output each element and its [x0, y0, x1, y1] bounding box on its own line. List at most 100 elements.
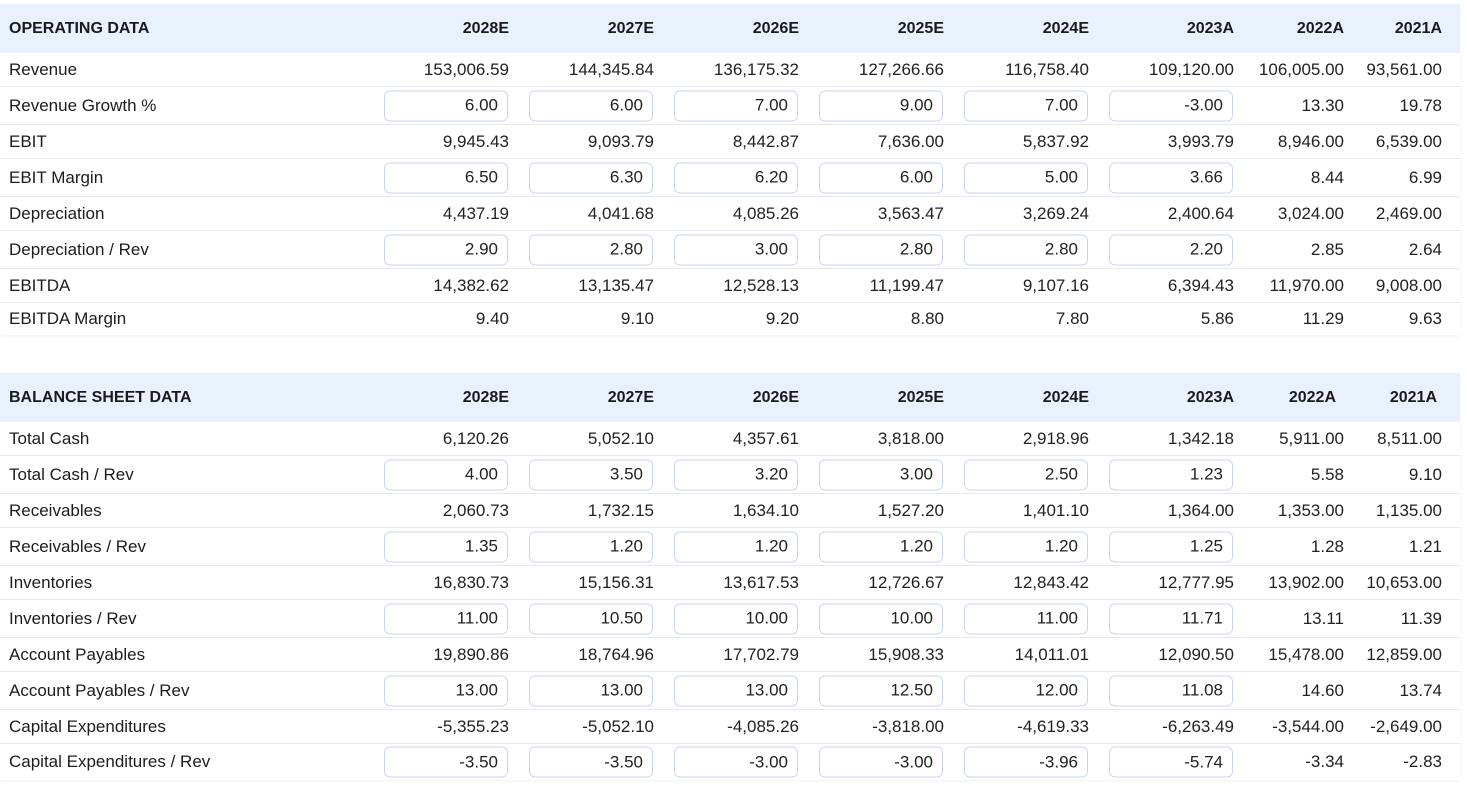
- cell-value: -6,263.49: [1162, 716, 1234, 736]
- cell-value: 14.60: [1301, 680, 1344, 700]
- row-label: Revenue Growth %: [9, 95, 157, 115]
- balance-header-row: BALANCE SHEET DATA 2028E 2027E 2026E 2025E 20…: [0, 373, 1460, 422]
- cell-value: -5,052.10: [582, 716, 654, 736]
- row-label: Receivables / Rev: [9, 536, 147, 556]
- cell-value: 10,653.00: [1366, 572, 1442, 592]
- cell-value: 127,266.66: [858, 59, 944, 79]
- row-label: Inventories: [9, 572, 93, 592]
- balance-sheet-data-table: BALANCE SHEET DATA 2028E 2027E 2026E 2025E 20…: [0, 373, 1460, 780]
- revenue-growth-input-2023a[interactable]: -3.00: [1109, 90, 1233, 121]
- revenue-growth-input-2024e[interactable]: 7.00: [964, 90, 1088, 121]
- account-payables-rev-input-2025e[interactable]: 12.50: [819, 675, 943, 706]
- cell-value: 11,199.47: [869, 275, 944, 295]
- capital-expenditures-rev-input-2023a[interactable]: -5.74: [1109, 746, 1233, 778]
- ebit-margin-input-2026e[interactable]: 6.20: [674, 162, 798, 193]
- account-payables-rev-input-2027e[interactable]: 13.00: [529, 675, 653, 706]
- total-cash-rev-input-2024e[interactable]: 2.50: [964, 459, 1088, 490]
- receivables-rev-input-2028e[interactable]: 1.35: [384, 531, 508, 562]
- cell-value: 8,511.00: [1377, 428, 1442, 448]
- cell-value: 15,908.33: [868, 644, 944, 664]
- cell-value: 13.74: [1399, 680, 1442, 700]
- depreciation-rev-input-2027e[interactable]: 2.80: [529, 234, 653, 265]
- cell-value: 2.64: [1408, 239, 1442, 259]
- inventories-rev-input-2025e[interactable]: 10.00: [819, 603, 943, 634]
- revenue-growth-input-2028e[interactable]: 6.00: [384, 90, 508, 121]
- inventories-rev-input-2024e[interactable]: 11.00: [964, 603, 1088, 634]
- cell-value: -3,818.00: [872, 716, 944, 736]
- account-payables-rev-input-2023a[interactable]: 11.08: [1109, 675, 1233, 706]
- cell-value: 12,528.13: [723, 275, 799, 295]
- cell-value: -2.83: [1403, 752, 1442, 771]
- cell-value: 2,060.73: [442, 500, 509, 520]
- column-header-2026e: 2026E: [752, 388, 799, 406]
- capital-expenditures-rev-input-2024e[interactable]: -3.96: [964, 746, 1088, 778]
- revenue-growth-input-2026e[interactable]: 7.00: [674, 90, 798, 121]
- row-label: Account Payables / Rev: [9, 680, 190, 700]
- receivables-rev-input-2026e[interactable]: 1.20: [674, 531, 798, 562]
- account-payables-rev-input-2026e[interactable]: 13.00: [674, 675, 798, 706]
- total-cash-rev-input-2023a[interactable]: 1.23: [1109, 459, 1233, 490]
- capital-expenditures-rev-input-2027e[interactable]: -3.50: [529, 746, 653, 778]
- cell-value: 3,818.00: [877, 428, 944, 448]
- table-row-inventories: Inventories 16,830.73 15,156.31 13,617.53 12…: [0, 566, 1460, 600]
- cell-value: 18,764.96: [578, 644, 654, 664]
- total-cash-rev-input-2025e[interactable]: 3.00: [819, 459, 943, 490]
- row-label: Depreciation / Rev: [9, 239, 149, 259]
- column-header-2023a: 2023A: [1186, 19, 1234, 37]
- depreciation-rev-input-2028e[interactable]: 2.90: [384, 234, 508, 265]
- table-row-capital-expenditures: Capital Expenditures -5,355.23 -5,052.10 -4…: [0, 710, 1460, 744]
- total-cash-rev-input-2026e[interactable]: 3.20: [674, 459, 798, 490]
- column-header-2024e: 2024E: [1042, 19, 1089, 37]
- receivables-rev-input-2025e[interactable]: 1.20: [819, 531, 943, 562]
- receivables-rev-input-2023a[interactable]: 1.25: [1109, 531, 1233, 562]
- cell-value: 4,437.19: [442, 203, 509, 223]
- row-label: EBIT: [9, 131, 47, 151]
- cell-value: 8.80: [910, 309, 944, 328]
- capital-expenditures-rev-input-2028e[interactable]: -3.50: [384, 746, 508, 778]
- column-header-2022a: 2022A: [1288, 388, 1336, 406]
- receivables-rev-input-2027e[interactable]: 1.20: [529, 531, 653, 562]
- row-label: Inventories / Rev: [9, 608, 137, 628]
- ebit-margin-input-2027e[interactable]: 6.30: [529, 162, 653, 193]
- revenue-growth-input-2025e[interactable]: 9.00: [819, 90, 943, 121]
- ebit-margin-input-2024e[interactable]: 5.00: [964, 162, 1088, 193]
- inventories-rev-input-2028e[interactable]: 11.00: [384, 603, 508, 634]
- depreciation-rev-input-2026e[interactable]: 3.00: [674, 234, 798, 265]
- cell-value: 16,830.73: [433, 572, 509, 592]
- cell-value: 2,400.64: [1167, 203, 1234, 223]
- ebit-margin-input-2028e[interactable]: 6.50: [384, 162, 508, 193]
- cell-value: 6.99: [1408, 167, 1442, 187]
- cell-value: 9.10: [620, 309, 654, 328]
- cell-value: 1.21: [1408, 536, 1442, 556]
- row-label: EBITDA: [9, 275, 71, 295]
- inventories-rev-input-2027e[interactable]: 10.50: [529, 603, 653, 634]
- depreciation-rev-input-2023a[interactable]: 2.20: [1109, 234, 1233, 265]
- cell-value: 136,175.32: [713, 59, 799, 79]
- total-cash-rev-input-2028e[interactable]: 4.00: [384, 459, 508, 490]
- ebit-margin-input-2023a[interactable]: 3.66: [1109, 162, 1233, 193]
- cell-value: 12,726.67: [868, 572, 944, 592]
- cell-value: 9,093.79: [587, 131, 654, 151]
- column-header-2024e: 2024E: [1042, 388, 1089, 406]
- cell-value: 9.10: [1408, 464, 1442, 484]
- capital-expenditures-rev-input-2025e[interactable]: -3.00: [819, 746, 943, 778]
- cell-value: 13,902.00: [1268, 572, 1344, 592]
- cell-value: 1,401.10: [1022, 500, 1089, 520]
- ebit-margin-input-2025e[interactable]: 6.00: [819, 162, 943, 193]
- revenue-growth-input-2027e[interactable]: 6.00: [529, 90, 653, 121]
- cell-value: 9,008.00: [1375, 275, 1442, 295]
- cell-value: 109,120.00: [1148, 59, 1234, 79]
- receivables-rev-input-2024e[interactable]: 1.20: [964, 531, 1088, 562]
- account-payables-rev-input-2024e[interactable]: 12.00: [964, 675, 1088, 706]
- table-row-capital-expenditures-rev: Capital Expenditures / Rev -3.50 -3.50 -3.0…: [0, 744, 1460, 780]
- inventories-rev-input-2026e[interactable]: 10.00: [674, 603, 798, 634]
- row-label: Receivables: [9, 500, 102, 520]
- depreciation-rev-input-2024e[interactable]: 2.80: [964, 234, 1088, 265]
- depreciation-rev-input-2025e[interactable]: 2.80: [819, 234, 943, 265]
- table-row-revenue-growth: Revenue Growth % 6.00 6.00 7.00 9.00 7.00 -3.0…: [0, 87, 1460, 125]
- total-cash-rev-input-2027e[interactable]: 3.50: [529, 459, 653, 490]
- inventories-rev-input-2023a[interactable]: 11.71: [1109, 603, 1233, 634]
- capital-expenditures-rev-input-2026e[interactable]: -3.00: [674, 746, 798, 778]
- cell-value: 11.29: [1302, 309, 1344, 328]
- account-payables-rev-input-2028e[interactable]: 13.00: [384, 675, 508, 706]
